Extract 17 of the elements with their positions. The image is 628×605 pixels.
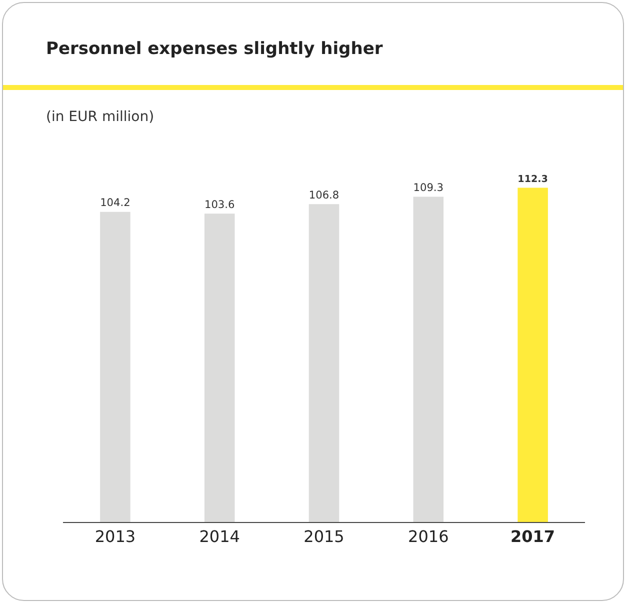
bar	[308, 204, 340, 522]
bar	[204, 214, 235, 522]
x-tick-label: 2016	[408, 527, 449, 546]
data-label: 109.3	[413, 182, 444, 194]
x-tick-label: 2014	[199, 527, 240, 546]
data-label: 112.3	[518, 174, 548, 186]
chart-title: Personnel expenses slightly higher	[46, 39, 383, 59]
data-label: 104.2	[100, 197, 130, 210]
x-tick-label: 2015	[304, 527, 344, 546]
x-tick-label: 2017	[510, 527, 556, 546]
bar	[100, 212, 130, 522]
bar	[518, 188, 548, 522]
data-label: 106.8	[308, 189, 340, 202]
x-tick-label: 2013	[94, 527, 136, 546]
chart-subtitle: (in EUR million)	[46, 109, 154, 125]
bar	[413, 196, 444, 522]
data-label: 103.6	[204, 198, 235, 211]
